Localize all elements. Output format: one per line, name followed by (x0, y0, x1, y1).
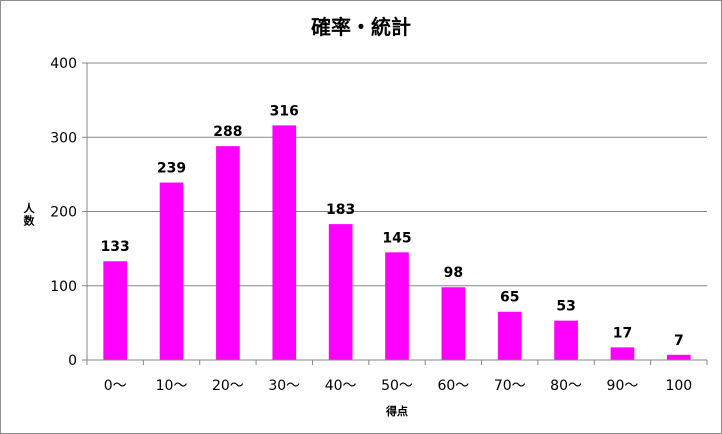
data-label: 7 (674, 333, 684, 349)
x-tick-label: 90～ (607, 378, 639, 394)
chart-title: 確率・統計 (311, 15, 411, 39)
bar-7 (497, 311, 522, 360)
bars (103, 125, 691, 361)
bar-9 (610, 347, 635, 360)
data-label: 65 (500, 290, 519, 306)
data-label: 183 (326, 202, 355, 218)
x-tick-label: 10～ (156, 378, 188, 394)
x-tick-label: 40～ (325, 378, 357, 394)
y-axis-ticks: 0 100 200 300 400 (50, 56, 87, 369)
y-tick-label: 300 (50, 130, 77, 146)
y-tick-label: 400 (50, 56, 77, 72)
data-label: 316 (270, 103, 299, 119)
bar-10 (666, 354, 691, 360)
data-label: 145 (382, 230, 411, 246)
x-axis-ticks: 0～ 10～ 20～ 30～ 40～ 50～ 60～ 70～ 80～ 90～ 100 (86, 360, 708, 394)
y-tick-label: 200 (50, 205, 77, 221)
data-labels: 133 239 288 316 183 145 98 65 53 17 7 (101, 103, 684, 348)
y-axis-label: 人数 (24, 201, 36, 228)
bar-4 (328, 224, 353, 360)
data-label: 98 (444, 265, 463, 281)
x-tick-label: 30～ (268, 378, 300, 394)
data-label: 239 (157, 161, 186, 177)
y-tick-label: 100 (50, 279, 77, 295)
x-tick-label: 100 (665, 378, 692, 394)
y-tick-label: 0 (68, 353, 77, 369)
data-label: 17 (613, 325, 632, 341)
bar-0 (103, 261, 128, 360)
bar-5 (385, 252, 409, 360)
x-tick-label: 60～ (437, 378, 469, 394)
x-tick-label: 70～ (494, 378, 526, 394)
bar-2 (216, 146, 240, 360)
data-label: 133 (101, 239, 130, 255)
x-tick-label: 20～ (212, 378, 244, 394)
data-label: 53 (556, 299, 575, 315)
data-label: 288 (213, 124, 242, 140)
x-tick-label: 80～ (550, 378, 582, 394)
x-tick-label: 50～ (381, 378, 413, 394)
bar-8 (554, 320, 578, 360)
bar-3 (272, 125, 297, 361)
x-axis-label: 得点 (385, 404, 408, 418)
bar-1 (159, 182, 184, 360)
x-tick-label: 0～ (104, 378, 127, 394)
bar-6 (441, 287, 466, 360)
